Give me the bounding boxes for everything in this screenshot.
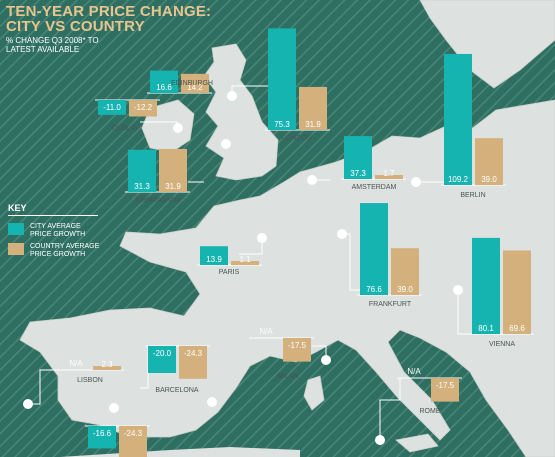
city-bar-value-label: N/A	[259, 327, 273, 336]
country-bar-value-label: 2.3	[101, 360, 113, 369]
country-bar-value-label: 69.6	[509, 324, 525, 333]
country-bar	[159, 148, 187, 192]
chart-subtitle: % CHANGE Q3 2008* TO LATEST AVAILABLE	[6, 36, 99, 54]
city-location-dot	[23, 399, 33, 409]
city-name-label: EDINBURGH	[171, 80, 213, 87]
country-bar	[391, 248, 419, 295]
city-name-label: AMSTERDAM	[352, 184, 397, 191]
city-bar-value-label: 76.6	[366, 285, 382, 294]
city-bar-value-label: N/A	[407, 367, 421, 376]
country-bar-value-label: -12.2	[134, 103, 153, 112]
leader-line	[342, 233, 360, 291]
leader-line	[457, 290, 472, 335]
city-bar	[98, 100, 126, 115]
city-location-dot	[207, 397, 217, 407]
city-name-label: BARCELONA	[155, 387, 199, 394]
city-bar-value-label: -16.6	[93, 429, 112, 438]
city-bar	[472, 237, 500, 334]
city-location-dot	[453, 285, 463, 295]
city-name-label: ROME	[420, 408, 441, 415]
country-bar	[179, 346, 207, 379]
country-bar-value-label: 39.0	[481, 175, 497, 184]
country-bar-value-label: 31.9	[165, 182, 181, 191]
city-location-dot	[337, 229, 347, 239]
city-name-label: FRANKFURT	[369, 301, 412, 308]
city-name-label: BIRMINGHAM	[135, 197, 181, 204]
country-bar	[299, 86, 327, 130]
city-name-label: DUBLIN	[112, 125, 138, 132]
city-bar	[200, 246, 228, 265]
city-location-dot	[221, 139, 231, 149]
country-bar-value-label: -17.5	[436, 381, 455, 390]
title-line-1: TEN-YEAR PRICE CHANGE:	[6, 3, 212, 20]
country-bar	[93, 366, 121, 370]
city-bar-value-label: 31.3	[134, 182, 150, 191]
city-location-dot	[307, 175, 317, 185]
city-location-dot	[109, 403, 119, 413]
city-location-dot	[227, 91, 237, 101]
leader-line	[28, 369, 62, 405]
country-bar	[129, 100, 157, 117]
country-bar-value-label: -24.3	[124, 429, 143, 438]
city-bar-value-label: 37.3	[350, 169, 366, 178]
legend-country-label: COUNTRY AVERAGE PRICE GROWTH	[30, 243, 100, 258]
city-bar-value-label: 80.1	[478, 324, 494, 333]
legend-divider	[8, 215, 98, 216]
country-bar-value-label: 1.1	[239, 255, 251, 264]
city-location-dot	[173, 123, 183, 133]
city-location-dot	[411, 177, 421, 187]
country-bar	[181, 73, 209, 93]
city-bar-value-label: 109.2	[448, 175, 469, 184]
country-bar	[431, 378, 459, 402]
city-name-label: VIENNA	[489, 341, 515, 348]
city-name-label: MILAN	[277, 373, 298, 380]
country-bar-value-label: -17.5	[288, 341, 307, 350]
city-bar-value-label: 13.9	[206, 255, 222, 264]
leader-line	[231, 85, 268, 96]
leader-line	[239, 238, 263, 255]
city-bar-value-label: 16.6	[156, 83, 172, 92]
country-bar	[475, 138, 503, 185]
legend-city-label: CITY AVERAGE PRICE GROWTH	[30, 223, 86, 238]
country-bar-value-label: 31.9	[305, 120, 321, 129]
city-bar	[344, 136, 372, 179]
city-bar-value-label: N/A	[69, 359, 83, 368]
country-bar	[503, 250, 531, 334]
city-bar	[128, 149, 156, 192]
city-location-dot	[375, 435, 385, 445]
legend-country-swatch	[8, 243, 24, 255]
city-name-label: BERLIN	[460, 192, 485, 199]
country-bar-value-label: -24.3	[184, 349, 203, 358]
country-bar	[119, 426, 147, 457]
legend-heading: KEY	[8, 203, 27, 213]
country-bar-value-label: 14.2	[187, 83, 203, 92]
country-bar	[231, 261, 259, 265]
leader-line	[379, 378, 401, 440]
country-bar	[283, 338, 311, 362]
city-bar	[150, 70, 178, 93]
city-bar-value-label: 75.3	[274, 120, 290, 129]
city-location-dot	[321, 355, 331, 365]
legend-city-swatch	[8, 223, 24, 235]
city-location-dot	[257, 233, 267, 243]
leader-line	[140, 346, 149, 389]
city-bar-value-label: -11.0	[103, 103, 121, 112]
country-bar-value-label: 1.7	[383, 169, 395, 178]
city-bar-value-label: -20.0	[153, 349, 172, 358]
city-bar	[148, 346, 176, 373]
city-bar	[444, 53, 472, 186]
chart-title: TEN-YEAR PRICE CHANGE: CITY VS COUNTRY	[6, 4, 211, 34]
country-bar	[375, 175, 403, 179]
country-bar-value-label: 39.0	[397, 285, 413, 294]
title-line-2: CITY VS COUNTRY	[6, 18, 145, 35]
city-bar	[88, 426, 116, 449]
city-bar	[360, 203, 388, 295]
city-name-label: LISBON	[77, 377, 103, 384]
city-name-label: PARIS	[219, 269, 240, 276]
city-bar	[268, 28, 296, 130]
city-name-label: LONDON	[282, 135, 312, 142]
